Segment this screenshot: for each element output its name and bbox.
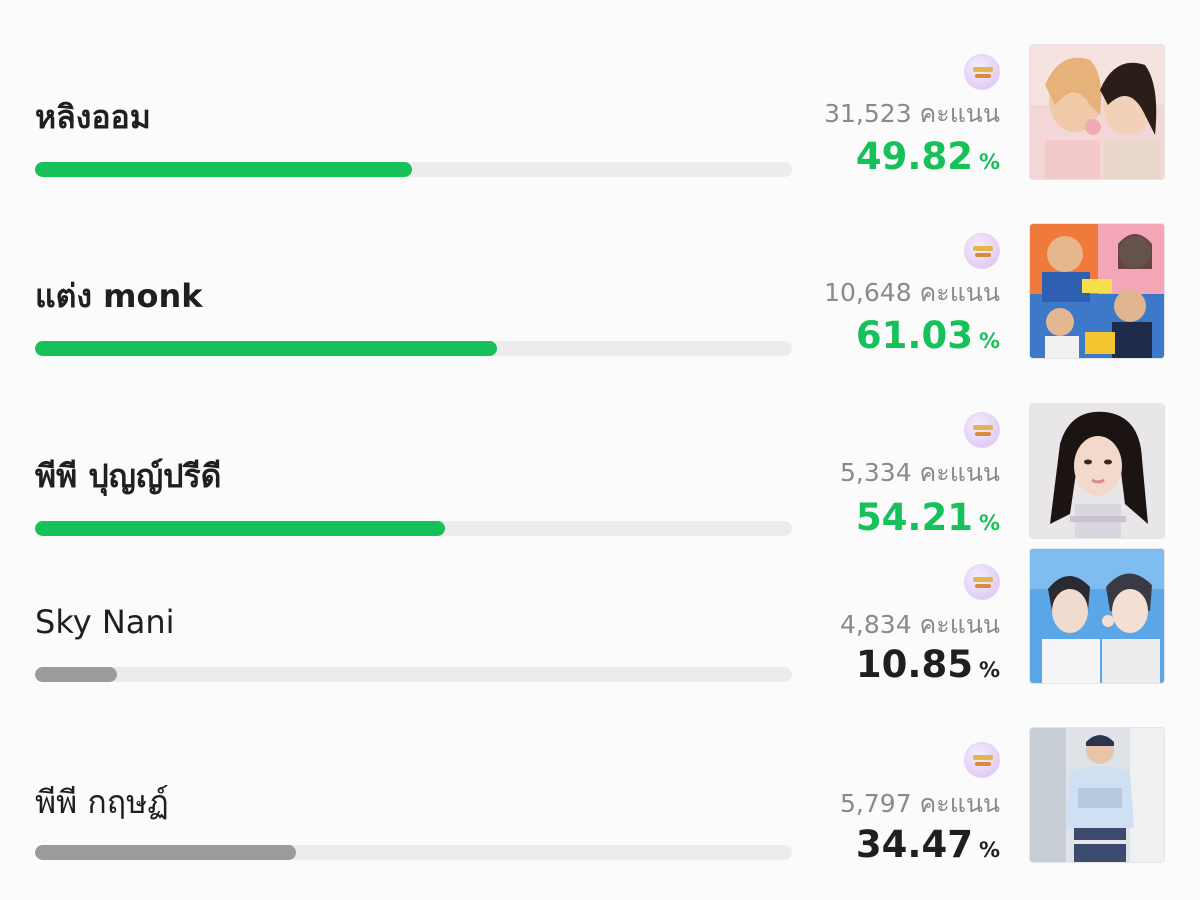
- percent-number: 54.21: [855, 496, 973, 539]
- score-text: 5,797 คะแนน: [840, 789, 1000, 818]
- entry-name: พีพี ปุญญ์ปรีดี: [35, 457, 222, 495]
- score-text: 10,648 คะแนน: [824, 278, 1000, 307]
- entry-thumbnail[interactable]: [1029, 223, 1165, 359]
- score-text: 4,834 คะแนน: [840, 610, 1000, 639]
- progress-track: [35, 162, 792, 177]
- award-badge-icon: [964, 412, 1000, 448]
- percent-value: 54.21%: [856, 496, 1000, 547]
- percent-symbol: %: [978, 329, 1000, 353]
- entry-name: พีพี กฤษฏ์: [35, 783, 169, 821]
- entry-thumbnail[interactable]: [1029, 727, 1165, 863]
- award-badge-icon: [964, 564, 1000, 600]
- percent-value: 49.82%: [856, 135, 1000, 186]
- percent-number: 61.03: [855, 314, 973, 357]
- percent-number: 10.85: [855, 643, 973, 686]
- progress-fill: [35, 845, 296, 860]
- progress-track: [35, 667, 792, 682]
- percent-symbol: %: [978, 658, 1000, 682]
- award-badge-icon: [964, 54, 1000, 90]
- score-text: 5,334 คะแนน: [840, 458, 1000, 487]
- percent-value: 34.47%: [856, 823, 1000, 874]
- percent-symbol: %: [978, 150, 1000, 174]
- award-badge-icon: [964, 233, 1000, 269]
- progress-track: [35, 845, 792, 860]
- percent-value: 61.03%: [856, 314, 1000, 365]
- percent-symbol: %: [978, 838, 1000, 862]
- progress-track: [35, 521, 792, 536]
- entry-thumbnail[interactable]: [1029, 44, 1165, 180]
- entry-name: หลิงออม: [35, 98, 151, 136]
- progress-fill: [35, 341, 497, 356]
- award-badge-icon: [964, 742, 1000, 778]
- entry-thumbnail[interactable]: [1029, 403, 1165, 539]
- percent-number: 49.82: [855, 135, 973, 178]
- progress-fill: [35, 667, 118, 682]
- progress-fill: [35, 162, 413, 177]
- percent-symbol: %: [978, 511, 1000, 535]
- entry-name: Sky Nani: [35, 603, 175, 641]
- progress-track: [35, 341, 792, 356]
- entry-name: แต่ง monk: [35, 277, 203, 315]
- percent-number: 34.47: [855, 823, 973, 866]
- percent-value: 10.85%: [856, 643, 1000, 694]
- progress-fill: [35, 521, 446, 536]
- entry-thumbnail[interactable]: [1029, 548, 1165, 684]
- score-text: 31,523 คะแนน: [824, 99, 1000, 128]
